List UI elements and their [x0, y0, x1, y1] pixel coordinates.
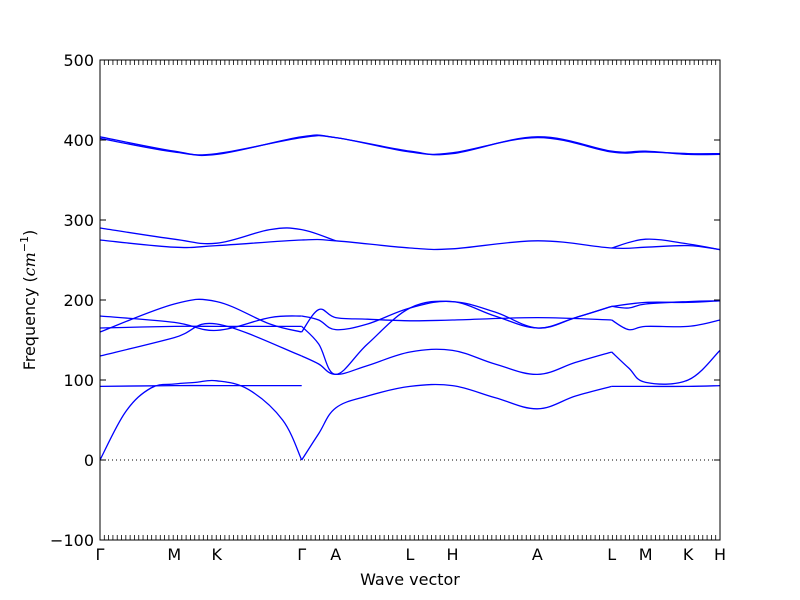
y-ticks: −100 0 100 200 300 400 500 [50, 51, 720, 550]
phonon-branch-12 [301, 308, 612, 333]
phonon-branch-18 [99, 227, 336, 245]
y-tick-label-1: 0 [84, 451, 94, 470]
plot-frame [99, 59, 721, 541]
phonon-branch-2 [99, 384, 302, 388]
y-tick-label-6: 500 [63, 51, 94, 70]
x-axis-label: Wave vector [360, 570, 460, 589]
x-tick-label-7: A [532, 545, 543, 564]
x-tick-label-2: K [212, 545, 223, 564]
phonon-branch-13 [611, 319, 721, 331]
y-axis-label: Frequency (cm−1) [18, 230, 39, 371]
phonon-branches [99, 134, 721, 461]
x-tick-label-6: H [446, 545, 458, 564]
phonon-branch-15 [301, 300, 612, 331]
x-tick-label-4: A [330, 545, 341, 564]
y-tick-label-2: 100 [63, 371, 94, 390]
phonon-branch-6 [301, 348, 612, 376]
phonon-branch-19 [611, 238, 721, 251]
y-axis-label-main: Frequency ( [20, 276, 39, 370]
phonon-branch-16 [611, 300, 721, 309]
x-tick-label-0: Γ [96, 545, 105, 564]
x-tick-label-10: K [683, 545, 694, 564]
phonon-branch-3 [301, 383, 612, 461]
phonon-branch-7 [611, 349, 721, 385]
y-axis-label-close: ) [20, 230, 39, 236]
y-tick-label-5: 400 [63, 131, 94, 150]
y-tick-label-4: 300 [63, 211, 94, 230]
phonon-branch-8 [99, 325, 302, 329]
phonon-branch-17 [99, 238, 721, 251]
phonon-branch-14 [99, 315, 302, 332]
y-axis-label-unit: cm [20, 252, 39, 276]
y-tick-label-3: 200 [63, 291, 94, 310]
x-tick-label-1: M [167, 545, 181, 564]
x-tick-label-9: M [639, 545, 653, 564]
y-axis-label-exponent: −1 [18, 236, 31, 252]
phonon-branch-4 [611, 384, 721, 388]
y-tick-label-0: −100 [50, 531, 94, 550]
x-tick-label-11: H [714, 545, 726, 564]
phonon-branch-1 [99, 379, 303, 461]
phonon-branch-21 [99, 134, 721, 156]
phonon-branch-11 [99, 298, 302, 333]
x-tick-label-3: Γ [297, 545, 306, 564]
x-tick-label-5: L [406, 545, 415, 564]
x-tick-label-8: L [607, 545, 616, 564]
